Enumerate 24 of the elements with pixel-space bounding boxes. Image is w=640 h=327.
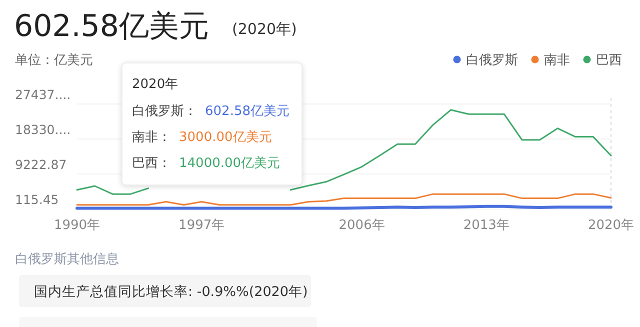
text: 白俄罗斯其他信息 xyxy=(15,252,119,267)
chart-subtitle: (2020年) xyxy=(232,20,297,38)
y-tick-label: 18330.... xyxy=(15,122,71,137)
chart-title: 602.58亿美元 xyxy=(14,9,209,44)
annotation: 3000.00亿美元 xyxy=(179,129,272,145)
text: 2020年 xyxy=(132,77,178,92)
annotation: 巴西： xyxy=(132,156,171,171)
legend-label: 南非 xyxy=(544,53,570,68)
annotation: 南非： xyxy=(132,130,171,145)
y-tick-label: 9222.87 xyxy=(15,157,67,172)
x-tick-label: 2013年 xyxy=(463,218,510,233)
annotation: 14000.00亿美元 xyxy=(179,155,280,171)
annotation: 白俄罗斯： xyxy=(132,104,197,119)
x-tick-label: 1997年 xyxy=(178,218,225,233)
x-tick-label: 1990年 xyxy=(54,218,100,233)
legend-label: 白俄罗斯 xyxy=(466,53,518,68)
x-tick-label: 2020年 xyxy=(588,218,634,233)
y-tick-label: 27437.... xyxy=(15,87,71,102)
text: 国内生产总值同比增长率: -0.9%%(2020年) xyxy=(34,284,308,300)
x-tick-label: 2006年 xyxy=(338,218,385,233)
annotation: 602.58亿美元 xyxy=(205,103,290,119)
y-tick-label: 115.45 xyxy=(15,192,59,207)
y-axis-title: 单位：亿美元 xyxy=(15,52,93,68)
legend-label: 巴西 xyxy=(596,53,622,68)
